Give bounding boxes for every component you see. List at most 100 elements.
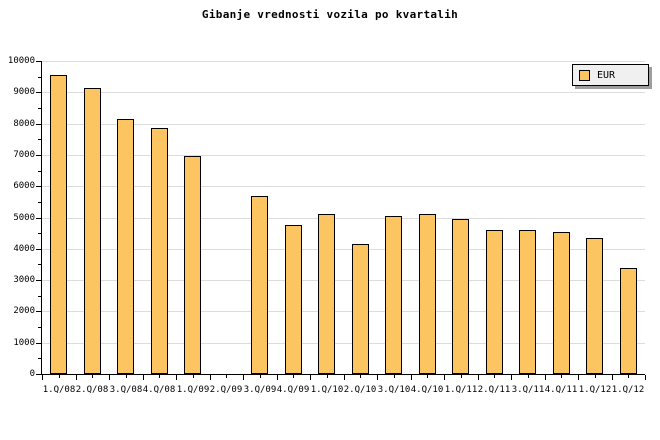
x-major-tick <box>176 375 177 380</box>
y-major-tick <box>36 343 41 344</box>
bar <box>50 75 67 374</box>
y-minor-tick <box>38 139 41 140</box>
y-minor-tick <box>38 202 41 203</box>
x-major-tick <box>377 375 378 380</box>
x-major-tick <box>444 375 445 380</box>
gridline <box>42 92 645 93</box>
y-minor-tick <box>38 108 41 109</box>
x-minor-tick <box>159 375 160 378</box>
gridline <box>42 311 645 312</box>
y-tick-label: 10000 <box>7 56 35 66</box>
x-major-tick <box>210 375 211 380</box>
y-tick-label: 7000 <box>13 150 35 160</box>
x-tick-label: 2.Q/09 <box>209 385 243 395</box>
y-major-tick <box>36 92 41 93</box>
x-major-tick <box>277 375 278 380</box>
x-major-tick <box>344 375 345 380</box>
gridline <box>42 218 645 219</box>
bar <box>151 128 168 374</box>
y-minor-tick <box>38 358 41 359</box>
y-tick-label: 6000 <box>13 181 35 191</box>
x-tick-label: 1.Q/10 <box>310 385 344 395</box>
x-major-tick <box>545 375 546 380</box>
x-minor-tick <box>528 375 529 378</box>
bar <box>586 238 603 374</box>
x-tick-label: 4.Q/08 <box>142 385 176 395</box>
x-major-tick <box>310 375 311 380</box>
bar <box>117 119 134 374</box>
y-tick-label: 8000 <box>13 119 35 129</box>
bar <box>84 88 101 374</box>
x-major-tick <box>411 375 412 380</box>
y-tick-label: 4000 <box>13 244 35 254</box>
x-tick-label: 3.Q/09 <box>243 385 277 395</box>
x-tick-label: 3.Q/11 <box>511 385 545 395</box>
bar <box>318 214 335 374</box>
x-major-tick <box>109 375 110 380</box>
x-tick-label: 4.Q/09 <box>276 385 310 395</box>
bar <box>285 225 302 374</box>
x-tick-label: 1.Q/11 <box>444 385 478 395</box>
y-tick-label: 1000 <box>13 338 35 348</box>
x-minor-tick <box>260 375 261 378</box>
bar <box>385 216 402 374</box>
x-minor-tick <box>59 375 60 378</box>
x-minor-tick <box>561 375 562 378</box>
legend-swatch-icon <box>579 69 590 81</box>
x-minor-tick <box>394 375 395 378</box>
x-minor-tick <box>494 375 495 378</box>
y-major-tick <box>36 186 41 187</box>
bar <box>251 196 268 374</box>
x-minor-tick <box>226 375 227 378</box>
x-major-tick <box>143 375 144 380</box>
x-minor-tick <box>595 375 596 378</box>
bar <box>553 232 570 374</box>
bar <box>620 268 637 374</box>
x-major-tick <box>612 375 613 380</box>
y-major-tick <box>36 155 41 156</box>
legend-label: EUR <box>597 69 616 81</box>
x-major-tick <box>511 375 512 380</box>
x-major-tick <box>645 375 646 380</box>
bar <box>519 230 536 374</box>
gridline <box>42 280 645 281</box>
x-axis-line <box>41 374 645 375</box>
x-tick-label: 3.Q/08 <box>109 385 143 395</box>
bar <box>486 230 503 374</box>
x-tick-label: 1.Q/12 <box>578 385 612 395</box>
x-major-tick <box>243 375 244 380</box>
x-major-tick <box>42 375 43 380</box>
x-tick-label: 3.Q/10 <box>377 385 411 395</box>
x-minor-tick <box>327 375 328 378</box>
y-minor-tick <box>38 296 41 297</box>
x-major-tick <box>578 375 579 380</box>
x-tick-label: 2.Q/10 <box>343 385 377 395</box>
x-tick-label: 2.Q/08 <box>75 385 109 395</box>
y-minor-tick <box>38 233 41 234</box>
x-minor-tick <box>360 375 361 378</box>
x-tick-label: 4.Q/11 <box>544 385 578 395</box>
y-tick-label: 9000 <box>13 87 35 97</box>
x-minor-tick <box>427 375 428 378</box>
x-minor-tick <box>293 375 294 378</box>
y-major-tick <box>36 374 41 375</box>
y-major-tick <box>36 280 41 281</box>
x-tick-label: 1.Q/09 <box>176 385 210 395</box>
y-tick-label: 5000 <box>13 213 35 223</box>
y-minor-tick <box>38 327 41 328</box>
x-tick-label: 1.Q/08 <box>42 385 76 395</box>
x-tick-label: 1.Q/12 <box>611 385 645 395</box>
gridline <box>42 155 645 156</box>
x-minor-tick <box>92 375 93 378</box>
x-major-tick <box>478 375 479 380</box>
bar <box>184 156 201 374</box>
y-minor-tick <box>38 171 41 172</box>
y-tick-label: 3000 <box>13 275 35 285</box>
x-major-tick <box>76 375 77 380</box>
x-minor-tick <box>628 375 629 378</box>
x-minor-tick <box>193 375 194 378</box>
y-major-tick <box>36 311 41 312</box>
gridline <box>42 343 645 344</box>
bar <box>352 244 369 374</box>
